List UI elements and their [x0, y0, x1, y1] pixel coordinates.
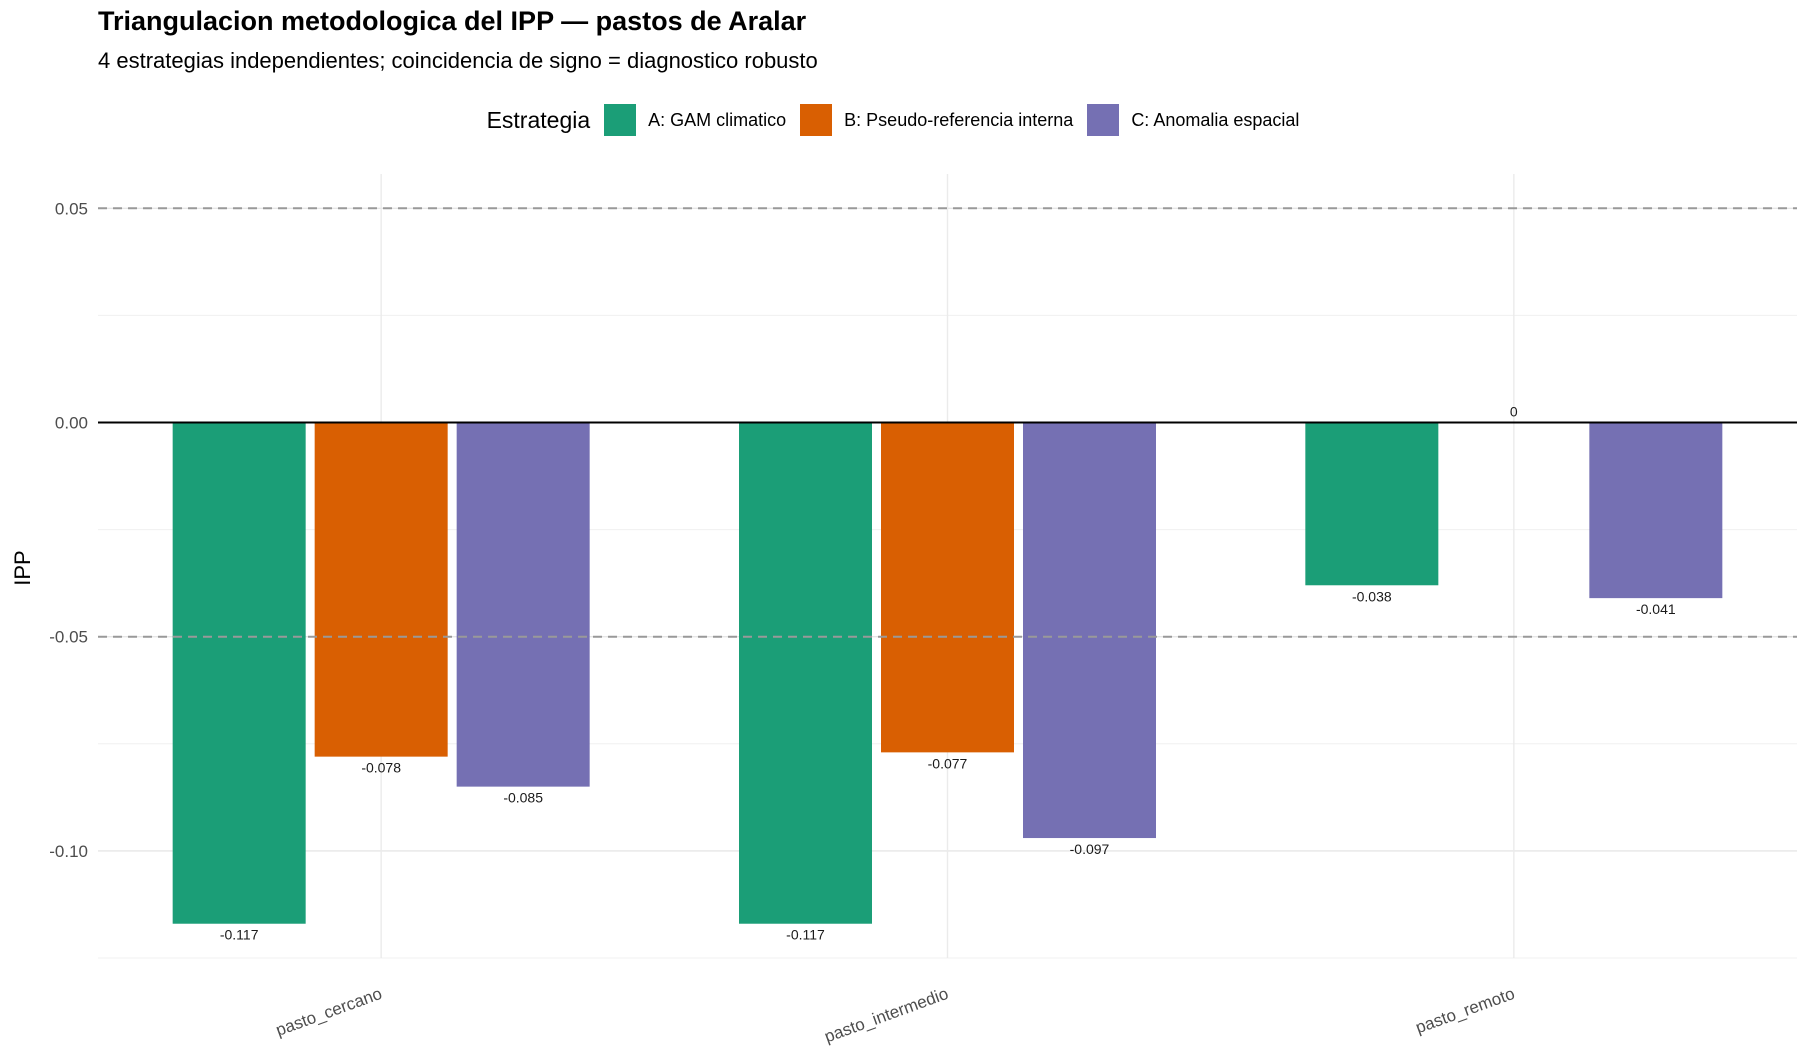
- legend-label-b: B: Pseudo-referencia interna: [844, 109, 1074, 130]
- y-tick-label: -0.05: [49, 628, 88, 647]
- legend-key-a: [604, 104, 637, 136]
- bar-pasto_intermedio-1: [881, 422, 1014, 753]
- data-label: -0.078: [361, 760, 401, 776]
- x-tick-label: pasto_remoto: [1413, 984, 1517, 1037]
- data-label: -0.038: [1352, 588, 1392, 604]
- chart-subtitle: 4 estrategias independientes; coincidenc…: [98, 48, 818, 73]
- legend: Estrategia A: GAM climatico B: Pseudo-re…: [0, 100, 1800, 140]
- x-tick-label: pasto_cercano: [273, 984, 384, 1040]
- reference-line-layer: [98, 207, 1797, 638]
- data-label: -0.117: [786, 927, 825, 943]
- y-tick-label: 0.05: [55, 199, 88, 218]
- legend-key-c: [1087, 104, 1120, 136]
- legend-title: Estrategia: [486, 106, 591, 133]
- bar-pasto_remoto-2: [1589, 422, 1723, 599]
- y-tick-label: -0.10: [49, 842, 88, 861]
- y-axis-title: IPP: [10, 550, 35, 585]
- bar-pasto_remoto-0: [1305, 422, 1439, 586]
- legend-label-c: C: Anomalia espacial: [1131, 109, 1300, 130]
- data-label: -0.097: [1070, 841, 1110, 857]
- legend-item-b: B: Pseudo-referencia interna: [800, 104, 1073, 136]
- legend-item-c: C: Anomalia espacial: [1087, 104, 1299, 136]
- data-label: -0.085: [503, 790, 543, 806]
- legend-item-a: A: GAM climatico: [604, 104, 786, 136]
- data-label: 0: [1510, 403, 1518, 419]
- bar-pasto_cercano-1: [314, 422, 448, 757]
- data-label: -0.041: [1636, 601, 1676, 617]
- bar-pasto_cercano-0: [172, 422, 306, 924]
- y-tick-label: 0.00: [55, 413, 88, 432]
- data-label: -0.117: [220, 927, 259, 943]
- bar-pasto_intermedio-0: [739, 422, 872, 924]
- x-tick-label: pasto_intermedio: [822, 984, 951, 1046]
- bar-pasto_intermedio-2: [1023, 422, 1156, 839]
- data-label: -0.077: [928, 755, 968, 771]
- legend-key-b: [800, 104, 833, 136]
- bar-layer: [172, 422, 1723, 924]
- chart-title: Triangulacion metodologica del IPP — pas…: [98, 6, 807, 36]
- bar-pasto_cercano-2: [456, 422, 590, 787]
- legend-label-a: A: GAM climatico: [648, 109, 787, 130]
